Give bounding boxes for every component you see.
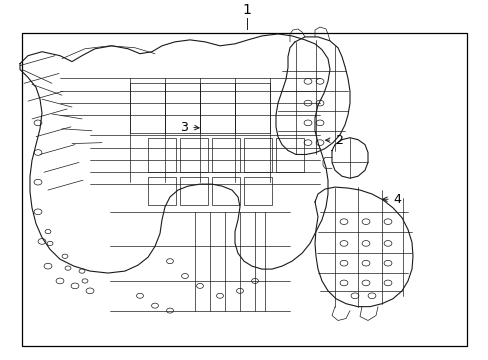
Text: 2: 2 [325, 134, 342, 147]
Bar [212, 177, 240, 205]
Bar [244, 138, 271, 172]
Bar [164, 84, 200, 133]
Text: 4: 4 [382, 193, 401, 206]
Bar [148, 177, 176, 205]
Bar [130, 84, 164, 133]
Bar [235, 84, 269, 133]
Bar [180, 177, 207, 205]
Text: 3: 3 [180, 121, 199, 134]
Bar [244, 177, 271, 205]
Bar [275, 138, 304, 172]
Bar [22, 33, 466, 346]
Bar [148, 138, 176, 172]
Bar [212, 138, 240, 172]
Bar [180, 138, 207, 172]
Text: 1: 1 [242, 3, 251, 17]
Bar [200, 84, 235, 133]
